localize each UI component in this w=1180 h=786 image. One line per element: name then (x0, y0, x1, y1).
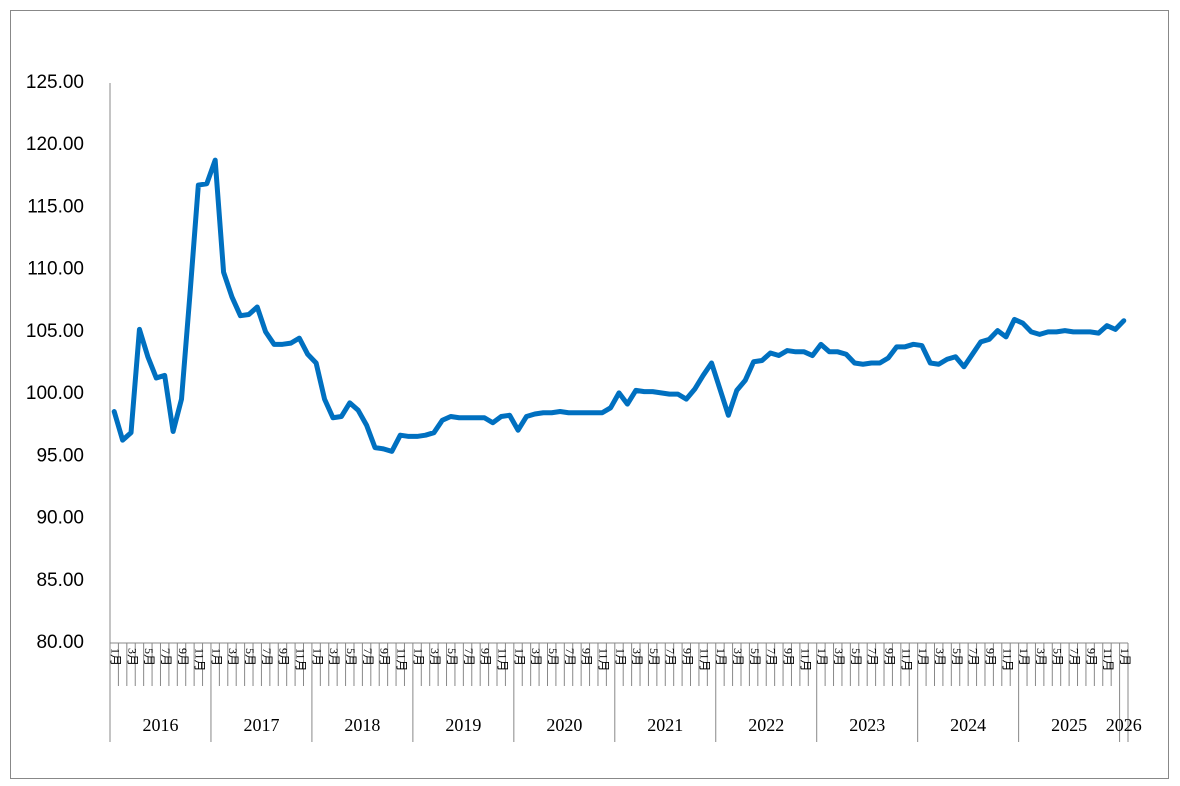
year-label: 2022 (748, 715, 784, 735)
x-tick-label: 7月 (664, 648, 678, 666)
x-tick-label: 5月 (849, 648, 863, 666)
x-tick-label: 11月 (1101, 648, 1115, 672)
x-tick-label: 1月 (1017, 648, 1031, 666)
x-tick-label: 7月 (361, 648, 375, 666)
series-line (111, 157, 1127, 454)
year-label: 2026 (1106, 715, 1142, 735)
x-tick-label: 11月 (294, 648, 308, 672)
year-label: 2019 (445, 715, 481, 735)
x-tick-label: 1月 (310, 648, 324, 666)
year-label: 2017 (243, 715, 279, 735)
y-tick-label: 105.00 (26, 321, 84, 342)
x-tick-label: 3月 (832, 648, 846, 666)
x-tick-label: 5月 (748, 648, 762, 666)
x-tick-label: 11月 (697, 648, 711, 672)
x-tick-label: 3月 (630, 648, 644, 666)
x-tick-label: 3月 (428, 648, 442, 666)
x-tick-label: 1月 (916, 648, 930, 666)
x-tick-label: 9月 (378, 648, 392, 666)
x-tick-label: 9月 (882, 648, 896, 666)
x-tick-label: 11月 (899, 648, 913, 672)
x-tick-label: 3月 (731, 648, 745, 666)
x-tick-label: 9月 (681, 648, 695, 666)
year-label: 2024 (950, 715, 986, 735)
x-tick-label: 5月 (1051, 648, 1065, 666)
x-tick-label: 7月 (1068, 648, 1082, 666)
x-tick-label: 3月 (327, 648, 341, 666)
y-tick-label: 95.00 (36, 445, 84, 466)
year-label: 2023 (849, 715, 885, 735)
year-label: 2016 (142, 715, 178, 735)
year-label: 2018 (344, 715, 380, 735)
x-tick-label: 1月 (1118, 648, 1132, 666)
x-tick-label: 1月 (815, 648, 829, 666)
x-tick-label: 5月 (647, 648, 661, 666)
y-tick-label: 90.00 (36, 508, 84, 529)
year-label: 2021 (647, 715, 683, 735)
x-tick-label: 1月 (512, 648, 526, 666)
x-tick-label: 5月 (344, 648, 358, 666)
x-tick-label: 1月 (108, 648, 122, 666)
year-label: 2020 (546, 715, 582, 735)
y-tick-label: 120.00 (26, 134, 84, 155)
x-tick-label: 1月 (714, 648, 728, 666)
x-tick-label: 7月 (866, 648, 880, 666)
y-tick-label: 80.00 (36, 632, 84, 653)
x-tick-label: 3月 (529, 648, 543, 666)
x-tick-label: 7月 (462, 648, 476, 666)
x-tick-label: 9月 (580, 648, 594, 666)
x-tick-label: 9月 (176, 648, 190, 666)
x-tick-label: 1月 (411, 648, 425, 666)
x-tick-label: 7月 (159, 648, 173, 666)
x-tick-label: 11月 (193, 648, 207, 672)
x-tick-label: 7月 (563, 648, 577, 666)
y-tick-label: 115.00 (27, 196, 84, 217)
x-tick-label: 5月 (546, 648, 560, 666)
x-tick-label: 9月 (277, 648, 291, 666)
x-tick-label: 7月 (260, 648, 274, 666)
x-tick-label: 5月 (445, 648, 459, 666)
x-tick-label: 11月 (596, 648, 610, 672)
x-tick-label: 3月 (226, 648, 240, 666)
x-tick-label: 3月 (933, 648, 947, 666)
x-tick-label: 3月 (125, 648, 139, 666)
x-tick-label: 7月 (765, 648, 779, 666)
x-tick-label: 11月 (495, 648, 509, 672)
y-tick-label: 125.00 (26, 72, 84, 93)
x-tick-label: 5月 (950, 648, 964, 666)
year-label: 2025 (1051, 715, 1087, 735)
x-tick-label: 11月 (395, 648, 409, 672)
x-tick-label: 3月 (1034, 648, 1048, 666)
x-tick-label: 11月 (1000, 648, 1014, 672)
x-tick-label: 5月 (243, 648, 257, 666)
x-tick-label: 7月 (967, 648, 981, 666)
x-tick-label: 5月 (142, 648, 156, 666)
x-tick-label: 1月 (209, 648, 223, 666)
x-tick-label: 9月 (1084, 648, 1098, 666)
y-tick-label: 100.00 (26, 383, 84, 404)
x-tick-label: 9月 (782, 648, 796, 666)
x-tick-label: 9月 (479, 648, 493, 666)
x-tick-label: 9月 (983, 648, 997, 666)
y-tick-label: 110.00 (27, 259, 84, 280)
x-tick-label: 1月 (613, 648, 627, 666)
y-tick-label: 85.00 (36, 570, 84, 591)
x-tick-label: 11月 (798, 648, 812, 672)
